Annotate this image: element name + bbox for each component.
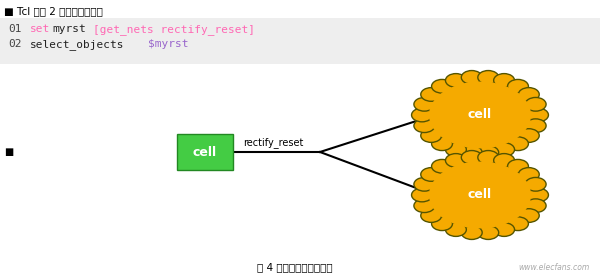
Text: 02: 02 <box>8 39 22 49</box>
Ellipse shape <box>508 217 529 230</box>
Text: ■ Tcl 脚本 2 选中高扇出信号: ■ Tcl 脚本 2 选中高扇出信号 <box>4 6 103 16</box>
FancyBboxPatch shape <box>177 134 233 170</box>
Ellipse shape <box>478 151 499 164</box>
Ellipse shape <box>494 223 515 236</box>
Ellipse shape <box>429 162 531 229</box>
Text: 01: 01 <box>8 24 22 34</box>
Text: rectify_reset: rectify_reset <box>243 137 304 148</box>
Ellipse shape <box>422 157 538 233</box>
Text: cell: cell <box>468 189 492 201</box>
Ellipse shape <box>518 88 539 101</box>
Ellipse shape <box>445 143 466 157</box>
Ellipse shape <box>414 119 435 133</box>
Ellipse shape <box>525 177 546 191</box>
Ellipse shape <box>461 226 482 239</box>
Text: www.elecfans.com: www.elecfans.com <box>519 263 590 272</box>
Ellipse shape <box>431 159 452 173</box>
Ellipse shape <box>508 80 529 93</box>
Text: select_objects: select_objects <box>30 39 125 50</box>
Text: ■: ■ <box>4 147 13 157</box>
FancyBboxPatch shape <box>0 18 600 64</box>
Ellipse shape <box>518 168 539 181</box>
Ellipse shape <box>518 129 539 142</box>
Ellipse shape <box>431 137 452 151</box>
Ellipse shape <box>525 97 546 111</box>
Ellipse shape <box>508 159 529 173</box>
Ellipse shape <box>431 80 452 93</box>
Ellipse shape <box>461 146 482 160</box>
Ellipse shape <box>445 74 466 87</box>
Ellipse shape <box>494 74 515 87</box>
Ellipse shape <box>414 97 435 111</box>
Text: cell: cell <box>193 146 217 158</box>
Text: set: set <box>30 24 50 34</box>
Text: 图 4 高扇出信号相关电路: 图 4 高扇出信号相关电路 <box>257 262 333 272</box>
Ellipse shape <box>461 71 482 84</box>
Ellipse shape <box>461 151 482 164</box>
Ellipse shape <box>494 154 515 167</box>
Text: myrst: myrst <box>52 24 86 34</box>
Ellipse shape <box>518 209 539 222</box>
Ellipse shape <box>445 154 466 167</box>
Ellipse shape <box>478 71 499 84</box>
Ellipse shape <box>429 81 531 148</box>
Ellipse shape <box>421 168 442 181</box>
Ellipse shape <box>478 226 499 239</box>
Ellipse shape <box>508 137 529 151</box>
Ellipse shape <box>525 119 546 133</box>
Ellipse shape <box>431 217 452 230</box>
Ellipse shape <box>527 108 548 122</box>
Ellipse shape <box>445 223 466 236</box>
Ellipse shape <box>527 188 548 202</box>
Ellipse shape <box>412 108 433 122</box>
Text: $myrst: $myrst <box>148 39 188 49</box>
Ellipse shape <box>421 209 442 222</box>
Ellipse shape <box>412 188 433 202</box>
Ellipse shape <box>414 177 435 191</box>
Ellipse shape <box>421 129 442 142</box>
Text: cell: cell <box>468 109 492 121</box>
Ellipse shape <box>494 143 515 157</box>
Ellipse shape <box>421 88 442 101</box>
Ellipse shape <box>478 146 499 160</box>
Ellipse shape <box>525 199 546 213</box>
Ellipse shape <box>422 77 538 153</box>
Ellipse shape <box>414 199 435 213</box>
Text: [get_nets rectify_reset]: [get_nets rectify_reset] <box>93 24 255 35</box>
